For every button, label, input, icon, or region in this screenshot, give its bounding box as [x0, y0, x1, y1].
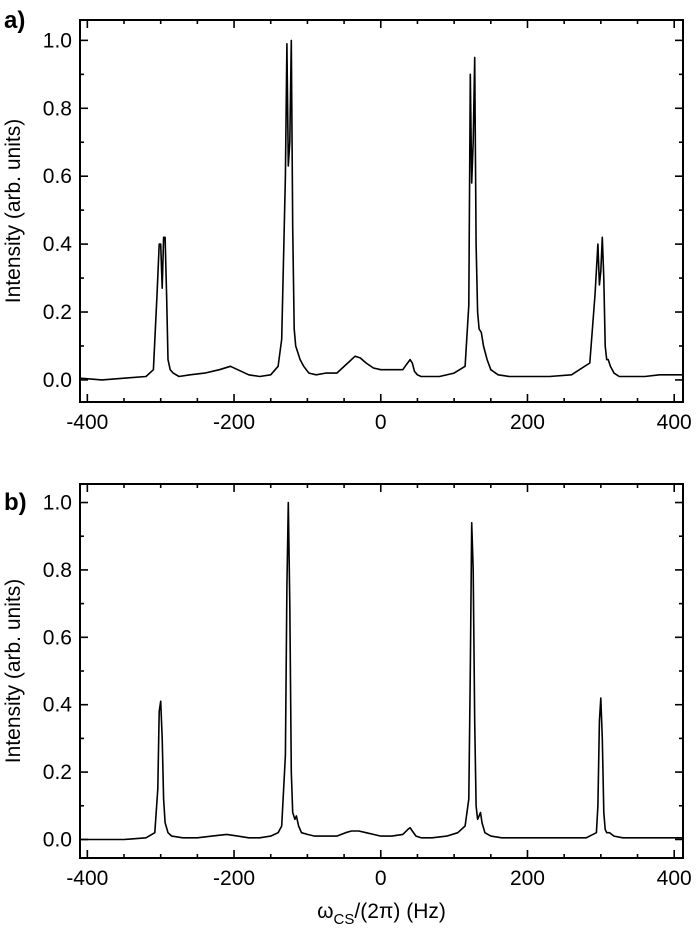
- y-tick-label: 0.0: [43, 369, 72, 392]
- x-tick-label: 200: [510, 867, 545, 890]
- plot-frame: [79, 19, 684, 403]
- x-axis-label-omega: ω: [317, 900, 333, 923]
- x-tick-label: -400: [66, 411, 108, 434]
- x-axis-label-units: /(2π) (Hz): [354, 900, 445, 923]
- y-tick-label: 0.4: [43, 694, 73, 717]
- x-tick-label: -400: [66, 867, 108, 890]
- y-tick-label: 0.8: [43, 559, 72, 582]
- panel-b: b) -400 -200 0 200 400 0.0 0.2 0.4 0.6 0.8 1.0 Inten…: [2, 483, 692, 928]
- y-tick-label: 1.0: [43, 492, 72, 515]
- x-tick-label: 0: [375, 867, 387, 890]
- panel-label: a): [4, 7, 25, 34]
- y-tick-label: 0.6: [43, 165, 72, 188]
- x-axis-label-subscript: CS: [334, 911, 355, 928]
- x-tick-label: 400: [657, 867, 692, 890]
- plot-frame: [79, 483, 684, 859]
- y-axis-label: Intensity (arb. units): [2, 119, 25, 303]
- x-axis-label: ωCS/(2π) (Hz): [317, 900, 446, 928]
- y-axis-label: Intensity (arb. units): [2, 579, 25, 763]
- x-tick-label: 0: [375, 411, 387, 434]
- y-tick-label: 0.4: [43, 233, 73, 256]
- y-tick-label: 0.0: [43, 828, 72, 851]
- spectrum-line: [80, 501, 683, 841]
- x-tick-label: 200: [510, 411, 545, 434]
- y-tick-label: 1.0: [43, 29, 72, 52]
- spectrum-line: [79, 39, 683, 381]
- y-tick-label: 0.2: [43, 301, 72, 324]
- x-tick-label: -200: [213, 867, 255, 890]
- y-tick-label: 0.8: [43, 97, 72, 120]
- panel-a: a) -400 -200 0 200 400 0.0 0.2 0.4 0.6 0.8 1.0 Inten…: [2, 7, 692, 434]
- panel-label: b): [4, 489, 27, 516]
- x-tick-label: -200: [213, 411, 255, 434]
- x-tick-label: 400: [657, 411, 692, 434]
- y-tick-label: 0.6: [43, 626, 72, 649]
- y-tick-label: 0.2: [43, 761, 72, 784]
